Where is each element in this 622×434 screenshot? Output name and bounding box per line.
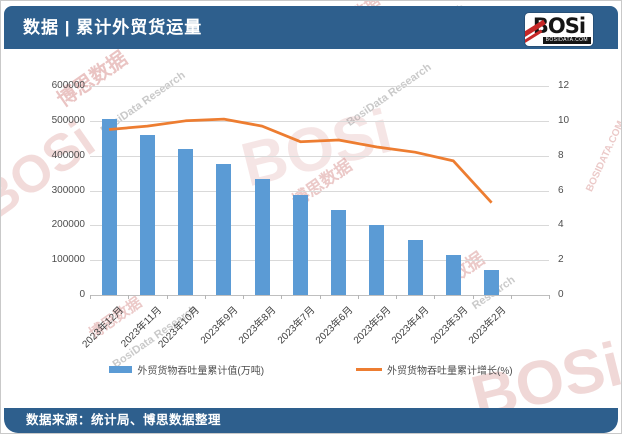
y-axis-label-left: 0 bbox=[79, 289, 85, 300]
x-axis-label: 2023年8月 bbox=[237, 304, 279, 347]
y-axis-label-right: 8 bbox=[558, 149, 564, 161]
gridline bbox=[90, 225, 549, 227]
footer-bar: 数据来源：统计局、博思数据整理 bbox=[4, 408, 618, 433]
axis-tick bbox=[396, 295, 397, 299]
y-axis-label-left: 500000 bbox=[51, 114, 85, 126]
bar bbox=[331, 210, 347, 295]
y-axis-label-left: 200000 bbox=[51, 219, 85, 231]
bar bbox=[254, 179, 270, 295]
x-axis-label: 2023年4月 bbox=[390, 304, 432, 347]
y-axis-label-right: 0 bbox=[558, 289, 564, 300]
bar bbox=[484, 270, 500, 295]
axis-tick bbox=[90, 295, 91, 299]
x-axis-label: 2023年7月 bbox=[275, 304, 317, 347]
bar bbox=[178, 149, 194, 295]
page-title: 数据 | 累计外贸货运量 bbox=[23, 18, 203, 37]
y-axis-label-right: 2 bbox=[558, 254, 564, 266]
gridline bbox=[90, 155, 549, 157]
bar bbox=[369, 225, 385, 295]
x-axis-label: 2023年5月 bbox=[351, 304, 394, 347]
axis-tick bbox=[434, 295, 436, 299]
bar bbox=[445, 255, 461, 295]
axis-tick bbox=[281, 295, 283, 299]
logo-domain-text: BOSIDATA.COM bbox=[542, 37, 591, 44]
y-axis-label-right: 10 bbox=[558, 114, 570, 126]
header-bar: 数据 | 累计外贸货运量 BOSi BOSIDATA.COM bbox=[4, 6, 618, 49]
gridline bbox=[90, 120, 549, 122]
x-axis-label: 2023年3月 bbox=[428, 304, 470, 347]
axis-tick bbox=[319, 295, 321, 299]
axis-tick bbox=[166, 295, 168, 299]
line-series bbox=[108, 117, 493, 204]
axis-tick bbox=[128, 295, 130, 299]
legend-item-bar-series: 外贸货物吞吐量累计值(万吨) bbox=[109, 362, 264, 377]
gridline bbox=[90, 86, 549, 87]
y-axis-label-right: 4 bbox=[558, 219, 564, 231]
gridline bbox=[90, 260, 549, 262]
bar bbox=[139, 134, 155, 295]
x-axis-label: 2023年2月 bbox=[466, 304, 509, 347]
bar bbox=[292, 195, 308, 295]
axis-tick bbox=[549, 295, 550, 299]
gridline bbox=[90, 190, 549, 192]
y-axis-label-left: 400000 bbox=[51, 149, 85, 161]
chart-legend: 外贸货物吞吐量累计值(万吨) 外贸货物吞吐量累计增长(%) bbox=[1, 362, 621, 377]
y-axis-label-right: 6 bbox=[558, 184, 564, 196]
legend-item-line-series: 外贸货物吞吐量累计增长(%) bbox=[356, 362, 513, 377]
axis-tick bbox=[243, 295, 244, 299]
axis-tick bbox=[357, 295, 359, 299]
y-axis-label-left: 100000 bbox=[51, 254, 85, 266]
y-axis-label-left: 300000 bbox=[51, 184, 85, 196]
axis-tick bbox=[472, 295, 474, 299]
bar-series-swatch bbox=[109, 366, 133, 373]
bar bbox=[407, 240, 423, 295]
bar bbox=[216, 164, 232, 295]
bosi-logo: BOSi BOSIDATA.COM bbox=[525, 13, 593, 46]
axis-tick bbox=[204, 295, 206, 299]
plot-area: 2023年12月 2023年11月 2023年10月 2023年9月 2023年8月 20… bbox=[80, 86, 550, 350]
axis-tick bbox=[510, 295, 512, 299]
x-axis-label: 2023年12月 bbox=[80, 304, 126, 351]
bar-series-label: 外贸货物吞吐量累计值(万吨) bbox=[137, 366, 265, 377]
y-axis-label-right: 12 bbox=[558, 80, 570, 91]
bar bbox=[101, 119, 117, 295]
x-axis-label: 2023年6月 bbox=[313, 304, 356, 347]
data-source-text: 数据来源：统计局、博思数据整理 bbox=[26, 413, 222, 427]
line-series-label: 外贸货物吞吐量累计增长(%) bbox=[387, 366, 513, 377]
line-series-swatch bbox=[356, 368, 383, 371]
y-axis-label-left: 600000 bbox=[51, 80, 85, 91]
x-axis-label: 2023年9月 bbox=[198, 304, 241, 347]
